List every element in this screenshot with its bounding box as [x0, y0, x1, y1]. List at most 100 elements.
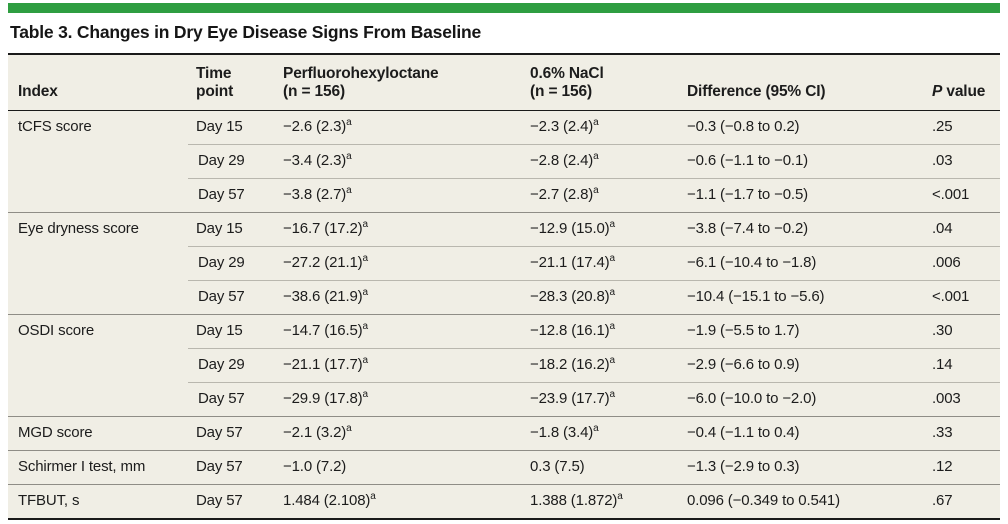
difference-cell: −3.8 (−7.4 to −0.2) [679, 211, 924, 247]
nacl-cell: −12.9 (15.0)a [522, 211, 679, 247]
footnote-marker: a [609, 388, 616, 400]
table-row: Schirmer I test, mm Day 57 −1.0 (7.2) 0.3 (… [8, 449, 1000, 485]
difference-cell: −0.3 (−0.8 to 0.2) [687, 117, 800, 135]
table-title: Table 3. Changes in Dry Eye Disease Sign… [10, 22, 482, 42]
p-value-cell: .14 [924, 347, 1000, 383]
difference-cell: −1.1 (−1.7 to −0.5) [679, 177, 924, 213]
index-cell: TFBUT, s [8, 483, 188, 519]
header-row: Index Time point Perfluorohexyloctane (n =… [8, 54, 1000, 111]
table-row: Day 57 −29.9 (17.8)a −23.9 (17.7)a −6.0 (−1… [8, 381, 1000, 417]
perfluorohexyloctane-cell: −1.0 (7.2) [275, 449, 522, 485]
difference-cell: −2.9 (−6.6 to 0.9) [679, 347, 924, 383]
footnote-marker: a [609, 252, 616, 264]
perfluorohexyloctane-cell: −3.8 (2.7)a [275, 177, 522, 213]
perfluorohexyloctane-cell: −29.9 (17.8)a [275, 381, 522, 417]
footnote-marker: a [617, 490, 623, 502]
p-value-cell: .25 [932, 117, 953, 135]
table-row: MGD score Day 57 −2.1 (3.2)a −1.8 (3.4)a −0.… [8, 415, 1000, 451]
footnote-marker: a [609, 320, 616, 332]
table-row: OSDI score Day 15 −14.7 (16.5)a −12.8 (16.1… [8, 313, 1000, 417]
table-row: Eye dryness score Day 15 −16.7 (17.2)a −12.… [8, 211, 1000, 315]
index-cell: OSDI score [8, 313, 188, 417]
table-figure: Table 3. Changes in Dry Eye Disease Sign… [8, 3, 1000, 520]
nacl-cell: −12.8 (16.1)a [522, 313, 679, 349]
time-point-cell: Day 29 [188, 347, 275, 383]
footnote-marker: a [593, 150, 599, 162]
column-header-5: Difference (95% CI) [679, 54, 924, 111]
table-row: Day 29 −21.1 (17.7)a −18.2 (16.2)a −2.9 (−6… [8, 347, 1000, 383]
difference-cell: −1.3 (−2.9 to 0.3) [679, 449, 924, 485]
table-row: TFBUT, s Day 57 1.484 (2.108)a 1.388 (1.872… [8, 483, 1000, 519]
time-point-cell: Day 29 [188, 245, 275, 281]
perfluorohexyloctane-cell: −27.2 (21.1)a [275, 245, 522, 281]
footnote-marker: a [362, 354, 369, 366]
p-value-cell: .003 [924, 381, 1000, 417]
footnote-marker: a [346, 184, 352, 196]
p-value-cell: .03 [924, 143, 1000, 179]
time-point-cell: Day 57 [188, 415, 275, 451]
perfluorohexyloctane-cell: −3.4 (2.3)a [275, 143, 522, 179]
footnote-marker: a [593, 116, 599, 128]
time-point-cell: Day 29 [188, 143, 275, 179]
p-value-cell: .04 [924, 211, 1000, 247]
nacl-cell: 0.3 (7.5) [522, 449, 679, 485]
nacl-cell: 1.388 (1.872)a [522, 483, 679, 519]
index-cell: Schirmer I test, mm [8, 449, 188, 485]
p-value-cell: <.001 [924, 279, 1000, 315]
time-point-cell: Day 57 [188, 381, 275, 417]
difference-cell: 0.096 (−0.349 to 0.541) [679, 483, 924, 519]
nacl-cell: −2.8 (2.4)a [522, 143, 679, 179]
footnote-marker: a [362, 218, 369, 230]
nacl-cell: −18.2 (16.2)a [522, 347, 679, 383]
column-header-4: 0.6% NaCl (n = 156) [522, 54, 679, 111]
nacl-cell: −21.1 (17.4)a [522, 245, 679, 281]
difference-cell: −0.4 (−1.1 to 0.4) [679, 415, 924, 451]
difference-cell: −6.0 (−10.0 to −2.0) [679, 381, 924, 417]
perfluorohexyloctane-cell: −21.1 (17.7)a [275, 347, 522, 383]
footnote-marker: a [362, 320, 369, 332]
time-point-cell: Day 57 [188, 177, 275, 213]
accent-bar [8, 3, 1000, 13]
difference-cell: −1.9 (−5.5 to 1.7) [679, 313, 924, 349]
perfluorohexyloctane-cell: −14.7 (16.5)a [275, 313, 522, 349]
footnote-marker: a [362, 388, 369, 400]
difference-cell: −0.6 (−1.1 to −0.1) [679, 143, 924, 179]
italic-letter: P [932, 83, 943, 101]
perfluorohexyloctane-cell: −16.7 (17.2)a [275, 211, 522, 247]
footnote-marker: a [346, 150, 352, 162]
footnote-marker: a [609, 286, 616, 298]
nacl-cell: −2.3 (2.4)a [530, 116, 599, 135]
footnote-marker: a [593, 422, 599, 434]
footnote-marker: a [362, 252, 369, 264]
nacl-cell: −1.8 (3.4)a [522, 415, 679, 451]
p-value-cell: .30 [924, 313, 1000, 349]
table-row: Day 29 −3.4 (2.3)a −2.8 (2.4)a −0.6 (−1.1 t… [8, 143, 1000, 179]
footnote-marker: a [346, 422, 352, 434]
p-value-cell: <.001 [924, 177, 1000, 213]
footnote-marker: a [362, 286, 369, 298]
index-cell: tCFS score [18, 117, 92, 135]
table-header: Index Time point Perfluorohexyloctane (n =… [8, 54, 1000, 111]
time-point-cell: Day 15 [188, 313, 275, 349]
perfluorohexyloctane-cell: −2.1 (3.2)a [275, 415, 522, 451]
column-header-6: P value [924, 54, 1000, 111]
table-row: Day 57 −3.8 (2.7)a −2.7 (2.8)a −1.1 (−1.7 t… [8, 177, 1000, 213]
footnote-marker: a [609, 354, 616, 366]
index-cell: Eye dryness score [8, 211, 188, 315]
footnote-marker: a [370, 490, 376, 502]
column-header-3: Perfluorohexyloctane (n = 156) [275, 54, 522, 111]
nacl-cell: −28.3 (20.8)a [522, 279, 679, 315]
p-value-cell: .006 [924, 245, 1000, 281]
table-row: tCFS score Day 15 −2.6 (2.3)a −2.3 (2.4)a −0… [8, 110, 1000, 144]
time-point-cell: Day 15 [188, 211, 275, 247]
perfluorohexyloctane-cell: −38.6 (21.9)a [275, 279, 522, 315]
dry-eye-signs-table: Index Time point Perfluorohexyloctane (n =… [8, 53, 1000, 520]
footnote-marker: a [593, 184, 599, 196]
perfluorohexyloctane-cell: −2.6 (2.3)a [283, 116, 352, 135]
time-point-cell: Day 57 [188, 279, 275, 315]
column-header-2: Time point [188, 54, 275, 111]
p-value-cell: .12 [924, 449, 1000, 485]
difference-cell: −10.4 (−15.1 to −5.6) [679, 279, 924, 315]
index-cell: MGD score [8, 415, 188, 451]
